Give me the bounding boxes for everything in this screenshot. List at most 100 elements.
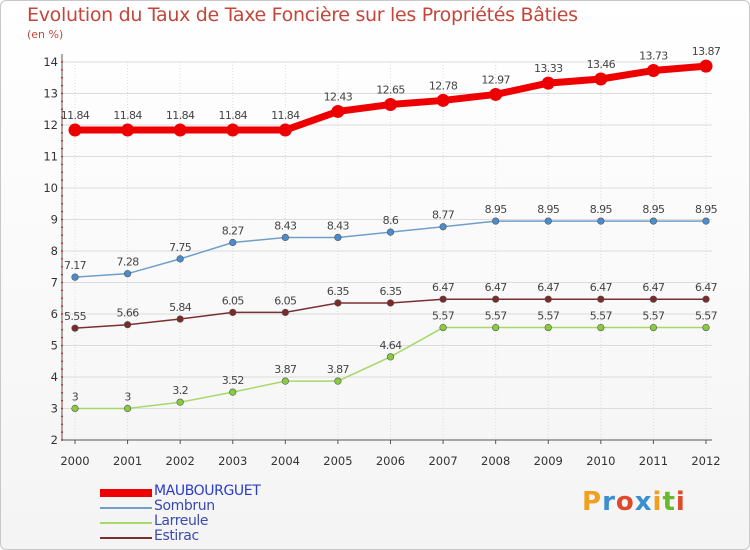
y-axis-minor-tick <box>61 76 63 79</box>
data-point-estirac <box>702 295 710 303</box>
data-point-sombrun <box>649 217 658 225</box>
proxiti-logo: Proxiti <box>582 487 686 517</box>
data-point-maubourguet <box>331 104 345 118</box>
data-point-larreule <box>281 377 289 385</box>
data-point-maubourguet <box>384 98 397 112</box>
data-label-maubourguet: 12.43 <box>324 90 353 103</box>
x-tick-label: 2012 <box>691 454 720 468</box>
y-axis-minor-tick <box>61 391 63 394</box>
y-axis-minor-tick <box>61 407 63 410</box>
data-label-sombrun: 8.95 <box>537 203 560 216</box>
y-tick-label: 5 <box>51 339 58 353</box>
data-point-sombrun <box>71 273 79 281</box>
data-label-larreule: 3 <box>72 391 79 404</box>
data-label-larreule: 5.57 <box>695 310 718 323</box>
data-point-estirac <box>229 308 237 317</box>
y-axis-minor-tick <box>61 399 63 402</box>
y-tick-label: 9 <box>51 213 58 227</box>
y-tick-label: 6 <box>51 307 58 321</box>
data-point-maubourguet <box>278 123 292 137</box>
y-tick-label: 3 <box>51 402 58 416</box>
data-point-sombrun <box>492 217 500 225</box>
data-label-estirac: 6.47 <box>590 281 613 294</box>
y-tick-label: 2 <box>51 433 58 447</box>
y-axis-minor-tick <box>61 187 63 189</box>
data-point-maubourguet <box>489 87 503 101</box>
data-point-maubourguet <box>541 76 555 90</box>
y-axis-minor-tick <box>61 179 63 182</box>
data-point-maubourguet <box>226 123 240 137</box>
data-label-sombrun: 8.6 <box>383 214 399 227</box>
y-axis-minor-tick <box>61 320 63 323</box>
data-point-sombrun <box>386 228 395 236</box>
data-point-larreule <box>439 323 447 332</box>
data-label-sombrun: 7.28 <box>117 256 140 269</box>
data-label-maubourguet: 13.33 <box>534 62 563 75</box>
data-point-sombrun <box>281 233 289 242</box>
data-point-maubourguet <box>68 123 82 137</box>
x-tick-label: 2003 <box>218 454 247 468</box>
y-axis-minor-tick <box>61 368 63 371</box>
data-label-estirac: 6.35 <box>327 285 350 298</box>
data-point-larreule <box>71 404 79 413</box>
legend-label: Estirac <box>154 528 199 544</box>
y-tick-label: 11 <box>43 150 58 164</box>
logo-letter: i <box>675 487 686 517</box>
data-point-larreule <box>597 323 605 332</box>
y-tick-label: 8 <box>51 244 58 258</box>
y-axis-minor-tick <box>61 376 63 378</box>
data-point-larreule <box>649 323 658 332</box>
x-tick-label: 2005 <box>323 454 352 468</box>
y-axis-minor-tick <box>61 68 63 71</box>
y-axis-minor-tick <box>61 265 63 268</box>
data-label-larreule: 5.57 <box>537 310 560 323</box>
chart-subtitle: (en %) <box>27 28 64 41</box>
chart-title: Evolution du Taux de Taxe Foncière sur l… <box>27 4 578 26</box>
data-label-sombrun: 7.17 <box>64 259 87 272</box>
x-tick-label: 2007 <box>428 454 457 468</box>
y-tick-label: 12 <box>43 118 58 132</box>
data-point-larreule <box>229 388 237 396</box>
data-label-maubourguet: 12.97 <box>481 73 510 86</box>
y-axis-minor-tick <box>61 108 63 111</box>
y-axis-minor-tick <box>61 313 63 315</box>
legend-swatch <box>100 507 152 509</box>
data-point-larreule <box>702 323 710 332</box>
x-tick-label: 2011 <box>639 454 668 468</box>
data-label-larreule: 3 <box>124 391 131 404</box>
data-point-maubourguet <box>173 123 187 137</box>
y-axis-minor-tick <box>61 226 63 229</box>
y-axis-minor-tick <box>61 289 63 292</box>
logo-letter: t <box>662 487 676 517</box>
x-tick-label: 2009 <box>534 454 563 468</box>
data-point-maubourguet <box>436 93 450 107</box>
data-point-larreule <box>386 353 395 361</box>
y-axis-minor-tick <box>61 273 63 276</box>
y-axis-minor-tick <box>61 297 63 300</box>
data-point-estirac <box>334 299 342 307</box>
legend-label: Sombrun <box>154 498 215 514</box>
y-tick-label: 14 <box>43 55 58 69</box>
data-label-larreule: 3.87 <box>327 363 350 376</box>
y-axis-minor-tick <box>61 328 63 331</box>
data-label-estirac: 6.35 <box>379 285 402 298</box>
x-tick-label: 2004 <box>271 454 300 468</box>
logo-letter: P <box>582 487 603 517</box>
data-label-estirac: 6.47 <box>485 281 508 294</box>
x-tick-label: 2002 <box>166 454 195 468</box>
x-tick-label: 2000 <box>60 454 89 468</box>
data-point-larreule <box>176 398 184 406</box>
data-point-estirac <box>176 315 184 323</box>
data-point-maubourguet <box>646 64 660 78</box>
data-label-estirac: 5.55 <box>64 310 87 323</box>
y-axis-minor-tick <box>61 305 63 308</box>
data-label-larreule: 3.87 <box>274 363 297 376</box>
data-point-estirac <box>649 295 658 303</box>
legend-swatch <box>100 522 152 524</box>
x-tick-label: 2008 <box>481 454 510 468</box>
data-label-larreule: 4.64 <box>379 339 402 352</box>
data-label-sombrun: 8.95 <box>485 203 508 216</box>
data-label-estirac: 5.84 <box>169 301 192 314</box>
data-label-larreule: 5.57 <box>485 310 508 323</box>
data-point-sombrun <box>544 217 552 225</box>
